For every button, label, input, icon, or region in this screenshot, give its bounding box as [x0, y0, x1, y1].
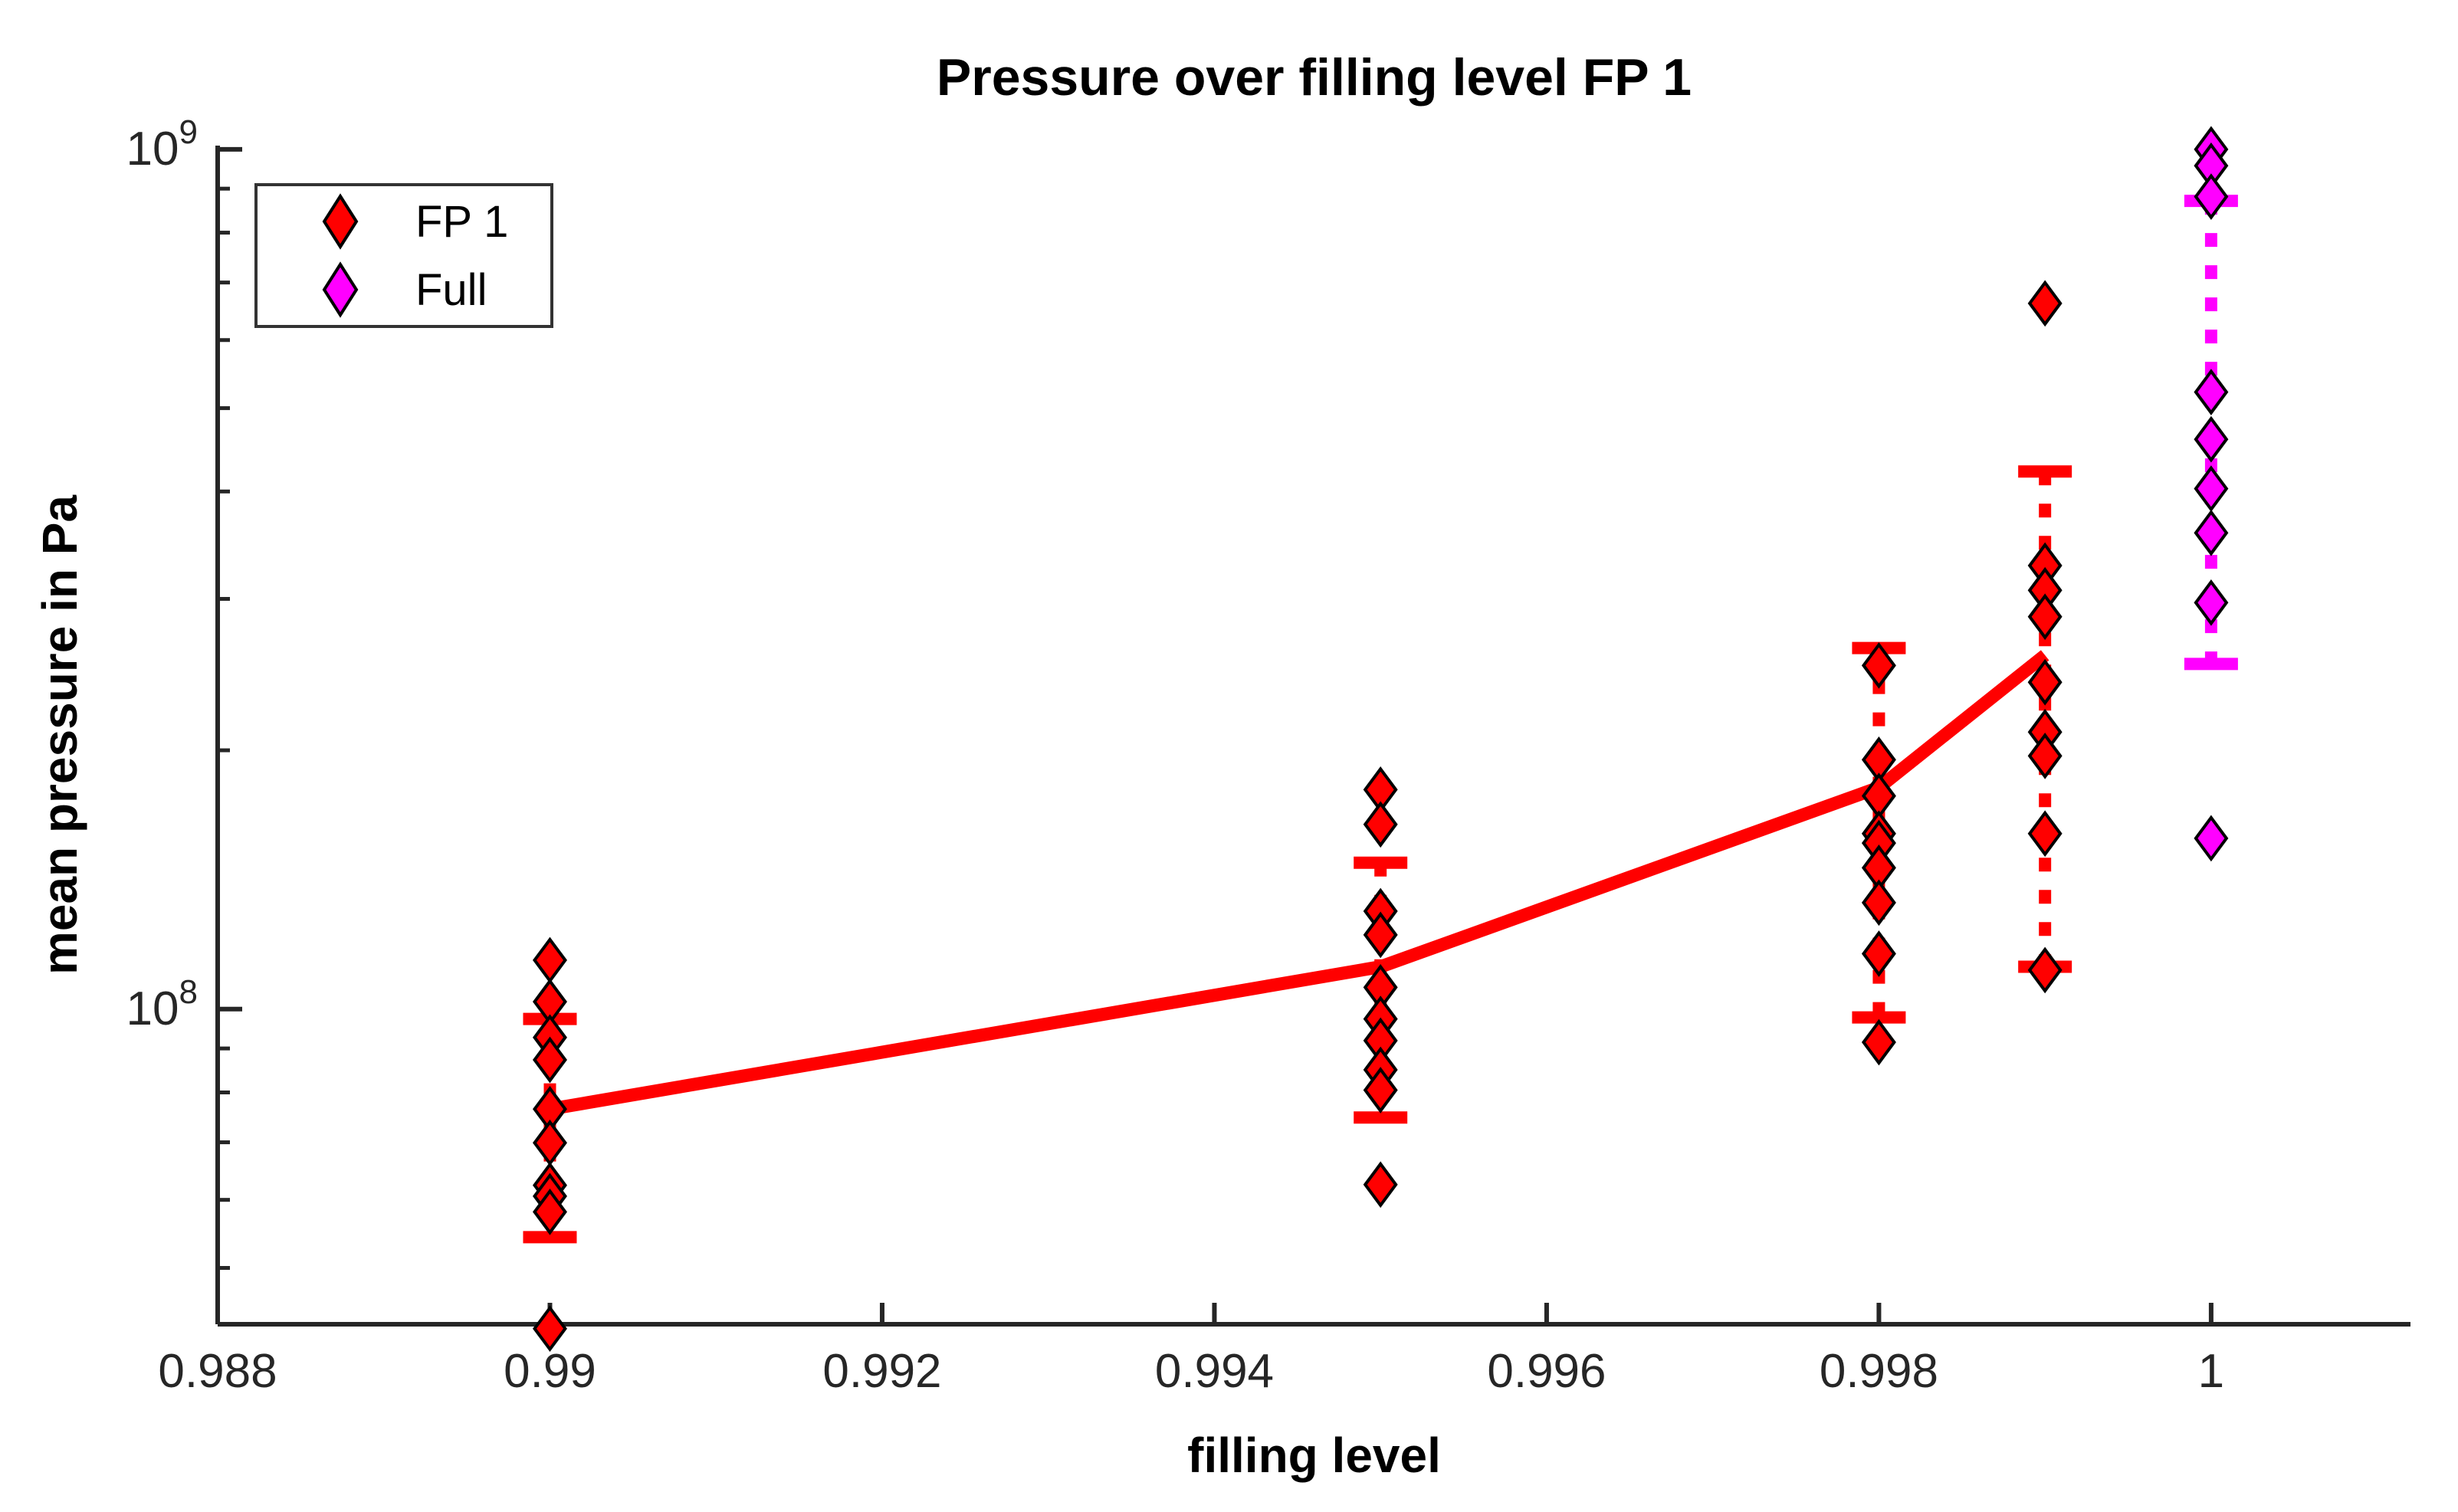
x-tick-label: 1: [2198, 1345, 2224, 1398]
legend-item-full: Full: [258, 257, 550, 323]
data-point-fp-1: [532, 936, 567, 984]
data-point-fp-1: [1861, 930, 1896, 977]
data-point-fp-1: [2027, 810, 2063, 858]
data-point-fp-1: [2027, 658, 2063, 706]
legend-label-fp1: FP 1: [415, 196, 509, 247]
full-diamond-icon: [322, 261, 359, 318]
data-point-fp-1: [532, 1305, 567, 1353]
data-point-fp-1: [1861, 1018, 1896, 1066]
data-point-full: [2194, 579, 2229, 626]
legend-item-fp1: FP 1: [258, 189, 550, 254]
x-tick-label: 0.99: [504, 1345, 596, 1398]
data-point-full: [2194, 509, 2229, 556]
y-tick-label: 108: [126, 973, 198, 1035]
x-tick-label: 0.994: [1155, 1345, 1274, 1398]
x-axis-label: filling level: [1187, 1428, 1441, 1483]
x-tick-label: 0.998: [1820, 1345, 1938, 1398]
data-point-fp-1: [1861, 642, 1896, 689]
chart-title: Pressure over filling level FP 1: [936, 48, 1692, 107]
data-point-full: [2194, 465, 2229, 513]
trend-line: [549, 650, 2049, 1116]
data-point-fp-1: [1861, 879, 1896, 927]
legend: FP 1 Full: [254, 183, 553, 328]
data-point-full: [2194, 173, 2229, 220]
legend-label-full: Full: [415, 264, 487, 315]
data-point-fp-1: [1363, 911, 1398, 959]
data-point-fp-1: [1363, 1067, 1398, 1114]
fp1-diamond-icon: [322, 193, 359, 250]
data-point-full: [2194, 369, 2229, 415]
data-point-full: [2194, 815, 2229, 862]
data-point-fp-1: [1363, 801, 1398, 848]
x-tick-label: 0.992: [822, 1345, 941, 1398]
data-point-fp-1: [2027, 280, 2063, 327]
x-tick-label: 0.988: [158, 1345, 277, 1398]
data-point-fp-1: [1363, 1161, 1398, 1209]
x-tick-label: 0.996: [1487, 1345, 1606, 1398]
data-point-fp-1: [532, 1188, 567, 1235]
data-point-fp-1: [532, 1036, 567, 1084]
data-point-fp-1: [2027, 946, 2063, 994]
y-tick-label: 109: [126, 113, 198, 175]
data-point-fp-1: [2027, 593, 2063, 641]
data-point-full: [2194, 415, 2229, 463]
data-point-fp-1: [2027, 733, 2063, 779]
y-axis-label: mean pressure in Pa: [32, 494, 87, 976]
data-point-fp-1: [532, 1119, 567, 1166]
